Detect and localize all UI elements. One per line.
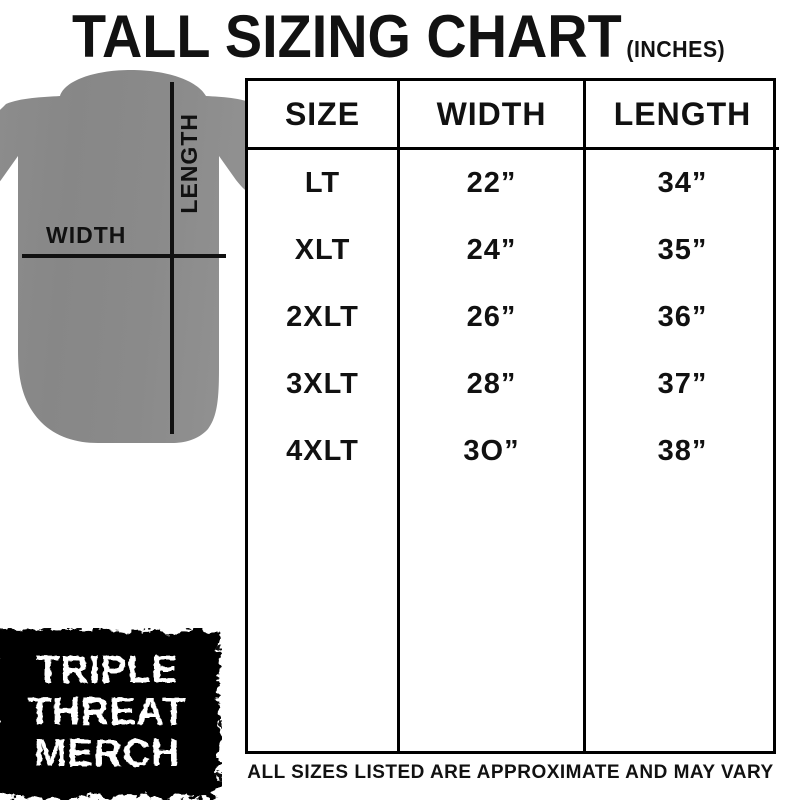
svg-text:THREAT: THREAT [28,690,187,733]
svg-text:MERCH: MERCH [34,732,180,775]
svg-text:TRIPLE: TRIPLE [36,648,178,691]
